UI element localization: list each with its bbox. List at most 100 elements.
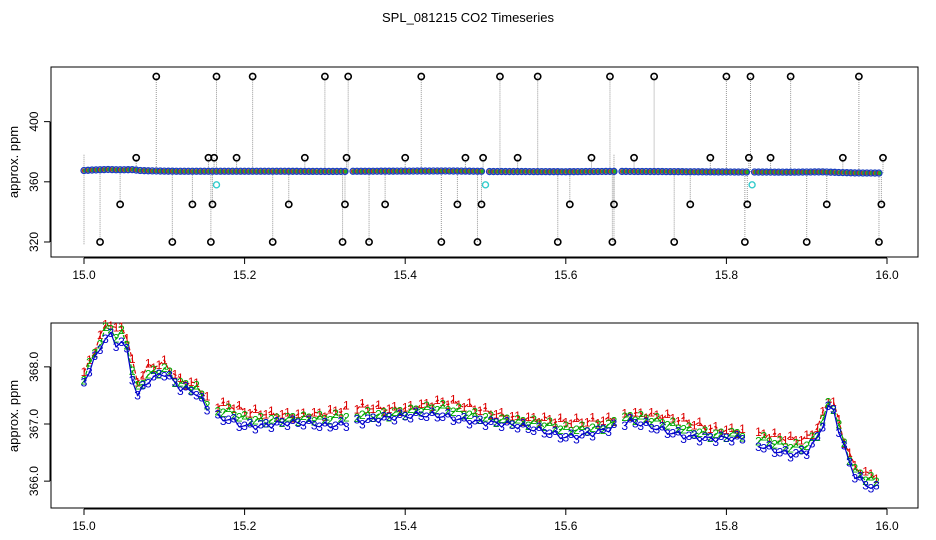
top-outlier-point bbox=[650, 72, 659, 81]
series-1-marker: 1 bbox=[873, 472, 880, 486]
series-1-marker: 1 bbox=[439, 395, 446, 409]
series-1-marker: 1 bbox=[664, 407, 671, 421]
series-2-marker: 2 bbox=[434, 404, 441, 418]
series-3-marker: 3 bbox=[305, 413, 312, 427]
series-3-marker: 3 bbox=[204, 403, 211, 417]
series-3-marker: 3 bbox=[471, 414, 478, 428]
top-green-point bbox=[877, 170, 883, 176]
series-1-marker: 1 bbox=[220, 395, 227, 409]
top-outlier-point bbox=[875, 238, 883, 246]
series-2-marker: 2 bbox=[552, 421, 559, 435]
series-1-marker: 1 bbox=[771, 426, 778, 440]
series-3-marker: 3 bbox=[295, 416, 302, 430]
series-3-marker: 3 bbox=[798, 443, 805, 457]
series-2-marker: 2 bbox=[755, 435, 762, 449]
top-green-point bbox=[343, 169, 349, 174]
series-3-marker: 3 bbox=[279, 416, 286, 430]
top-outlier-point bbox=[320, 72, 329, 81]
series-2-marker: 2 bbox=[761, 430, 768, 444]
top-outlier-point bbox=[496, 72, 504, 81]
series-1-marker: 1 bbox=[257, 408, 264, 422]
top-outlier-point bbox=[879, 153, 887, 162]
series-3-marker: 3 bbox=[332, 419, 339, 433]
series-1-marker: 1 bbox=[123, 332, 130, 346]
series-3-marker: 3 bbox=[530, 424, 537, 438]
series-2-marker: 2 bbox=[247, 415, 254, 429]
top-outlier-point bbox=[473, 238, 482, 246]
series-3-marker: 3 bbox=[873, 478, 880, 492]
series-3-marker: 3 bbox=[632, 416, 639, 430]
series-1-marker: 1 bbox=[188, 375, 195, 389]
series-3-marker: 3 bbox=[397, 407, 404, 421]
series-2-marker: 2 bbox=[220, 406, 227, 420]
series-2-marker: 2 bbox=[455, 401, 462, 415]
series-1-marker: 1 bbox=[375, 398, 382, 412]
series-3-marker: 3 bbox=[600, 422, 607, 436]
series-3-marker: 3 bbox=[257, 417, 264, 431]
series-1-marker: 1 bbox=[343, 399, 350, 413]
top-outlier-point bbox=[208, 200, 217, 209]
series-3-marker: 3 bbox=[322, 416, 329, 430]
series-3-marker: 3 bbox=[359, 417, 366, 431]
series-2-marker: 2 bbox=[627, 409, 634, 423]
series-3-marker: 3 bbox=[702, 430, 709, 444]
series-1-marker: 1 bbox=[445, 398, 452, 412]
top-outlier-point bbox=[300, 153, 309, 162]
series-3-marker: 3 bbox=[525, 422, 532, 436]
bottom-x-tick-label: 15.4 bbox=[394, 519, 418, 533]
series-1-marker: 1 bbox=[734, 427, 741, 441]
series-3-marker: 3 bbox=[648, 421, 655, 435]
series-2-marker: 2 bbox=[236, 411, 243, 425]
series-1-marker: 1 bbox=[798, 434, 805, 448]
top-outlier-point bbox=[746, 72, 755, 81]
series-1-marker: 1 bbox=[327, 402, 334, 416]
series-2-marker: 2 bbox=[145, 368, 152, 382]
series-3-marker: 3 bbox=[846, 455, 853, 469]
top-outlier-point bbox=[766, 153, 775, 162]
series-3-marker: 3 bbox=[466, 417, 473, 431]
series-1-marker: 1 bbox=[579, 416, 586, 430]
series-1-marker: 1 bbox=[252, 402, 259, 416]
series-3-marker: 3 bbox=[156, 367, 163, 381]
series-1-marker: 1 bbox=[97, 328, 104, 342]
series-1-marker: 1 bbox=[627, 410, 634, 424]
series-2-marker: 2 bbox=[825, 396, 832, 410]
series-1-marker: 1 bbox=[846, 446, 853, 460]
top-outlier-point bbox=[437, 238, 446, 246]
series-3-marker: 3 bbox=[793, 446, 800, 460]
series-3-marker: 3 bbox=[814, 429, 821, 443]
series-2-marker: 2 bbox=[734, 426, 741, 440]
series-2-marker: 2 bbox=[530, 413, 537, 427]
series-3-marker: 3 bbox=[611, 417, 618, 431]
top-outlier-point bbox=[744, 153, 753, 162]
series-1-marker: 1 bbox=[418, 397, 425, 411]
series-3-marker: 3 bbox=[225, 413, 232, 427]
series-1: 1111111111111111111111111111111111111111… bbox=[81, 318, 880, 486]
series-1-marker: 1 bbox=[380, 405, 387, 419]
series-3-marker: 3 bbox=[825, 399, 832, 413]
series-2-marker: 2 bbox=[429, 402, 436, 416]
series-2-marker: 2 bbox=[541, 420, 548, 434]
series-1-marker: 1 bbox=[568, 417, 575, 431]
series-1-marker: 1 bbox=[156, 358, 163, 372]
series-3-marker: 3 bbox=[273, 415, 280, 429]
top-cyan-point bbox=[481, 181, 490, 189]
series-2-marker: 2 bbox=[702, 424, 709, 438]
series-2-marker: 2 bbox=[273, 411, 280, 425]
series-2-marker: 2 bbox=[338, 411, 345, 425]
series-3-marker: 3 bbox=[268, 421, 275, 435]
series-3-marker: 3 bbox=[343, 420, 350, 434]
series-3-marker: 3 bbox=[670, 426, 677, 440]
series-3-marker: 3 bbox=[123, 341, 130, 355]
series-3-marker: 3 bbox=[552, 424, 559, 438]
series-2-marker: 2 bbox=[670, 415, 677, 429]
series-3-marker: 3 bbox=[327, 421, 334, 435]
series-2-marker: 2 bbox=[327, 413, 334, 427]
series-1-marker: 1 bbox=[429, 400, 436, 414]
series-2-line bbox=[83, 326, 877, 483]
series-2-marker: 2 bbox=[107, 323, 114, 337]
series-3-marker: 3 bbox=[819, 421, 826, 435]
series-3-marker: 3 bbox=[728, 434, 735, 448]
series-3-marker: 3 bbox=[541, 426, 548, 440]
